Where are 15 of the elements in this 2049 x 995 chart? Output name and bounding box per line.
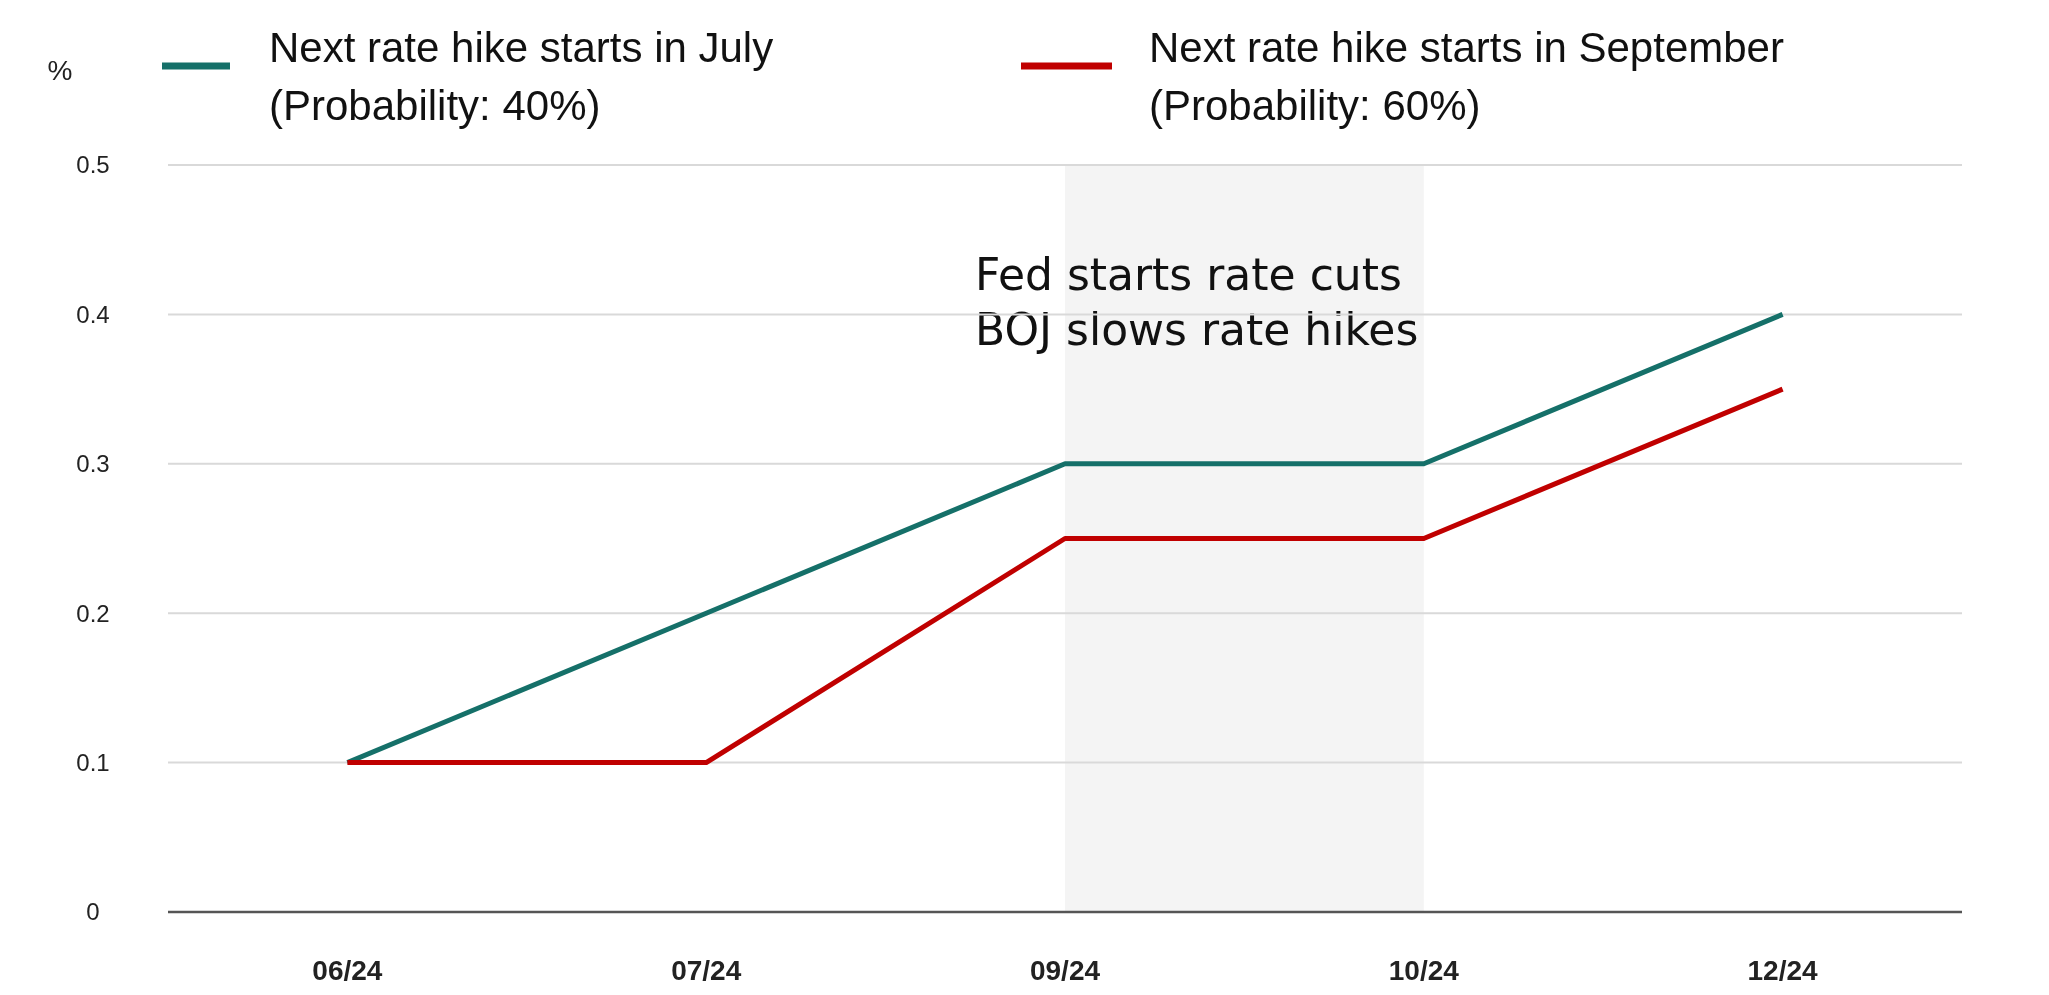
y-tick-label: 0.4 (76, 300, 110, 328)
band-label: Fed starts rate cuts BOJ slows rate hikes (975, 249, 1419, 355)
x-tick-label: 06/24 (312, 955, 383, 986)
y-tick-label: 0 (86, 898, 100, 926)
x-tick-label: 10/24 (1388, 955, 1460, 986)
legend-label: Next rate hike starts in July (Probability: 40%) (269, 24, 774, 129)
y-tick-label: 0.1 (76, 749, 110, 776)
y-axis-title: % (47, 55, 73, 86)
x-tick-label: 07/24 (671, 955, 742, 986)
y-tick-label: 0.5 (76, 151, 110, 179)
x-tick-label: 12/24 (1747, 955, 1819, 986)
y-tick-label: 0.2 (76, 599, 110, 627)
x-tick-label: 09/24 (1029, 955, 1101, 986)
y-tick-label: 0.3 (76, 450, 110, 478)
legend-label: Next rate hike starts in September (Probability: 60%) (1149, 24, 1784, 129)
